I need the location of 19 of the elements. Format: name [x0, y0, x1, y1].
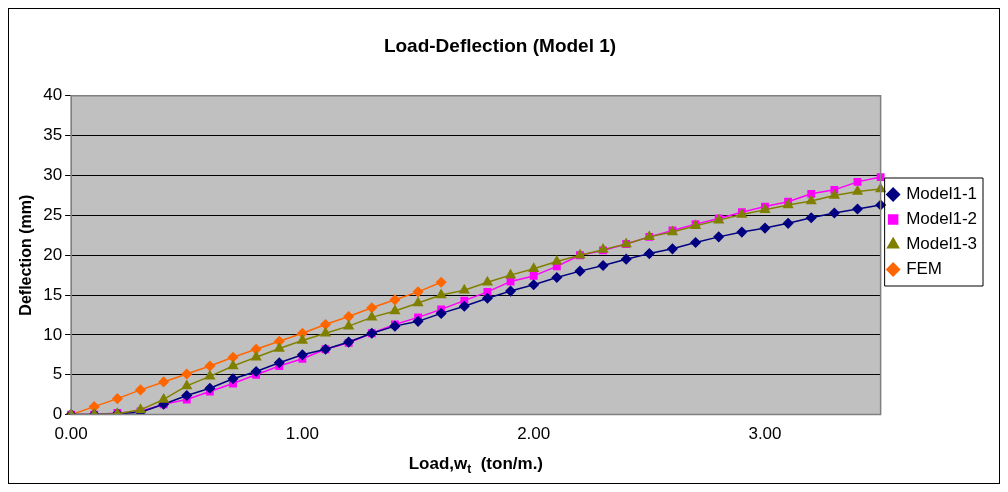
y-tick-label: 15	[43, 284, 63, 304]
x-tick-label: 3.00	[748, 424, 782, 444]
y-tick-label: 0	[52, 404, 63, 424]
x-tick-label: 0.00	[54, 424, 88, 444]
y-tick-label: 40	[43, 85, 63, 105]
legend-label: Model1-2	[906, 209, 977, 229]
legend-label: FEM	[906, 259, 943, 279]
y-tick-label: 20	[43, 244, 63, 264]
y-axis-title: Deflection (mm)	[17, 194, 35, 316]
y-tick-label: 5	[52, 364, 63, 384]
y-tick-label: 30	[43, 165, 63, 185]
y-tick-label: 10	[43, 324, 63, 344]
x-tick-label: 1.00	[285, 424, 319, 444]
chart-title: Load-Deflection (Model 1)	[383, 34, 617, 56]
legend-label: Model1-3	[906, 234, 977, 254]
legend-label: Model1-1	[906, 184, 977, 204]
y-tick-label: 35	[43, 125, 63, 145]
y-tick-label: 25	[43, 205, 63, 225]
x-tick-label: 2.00	[517, 424, 551, 444]
